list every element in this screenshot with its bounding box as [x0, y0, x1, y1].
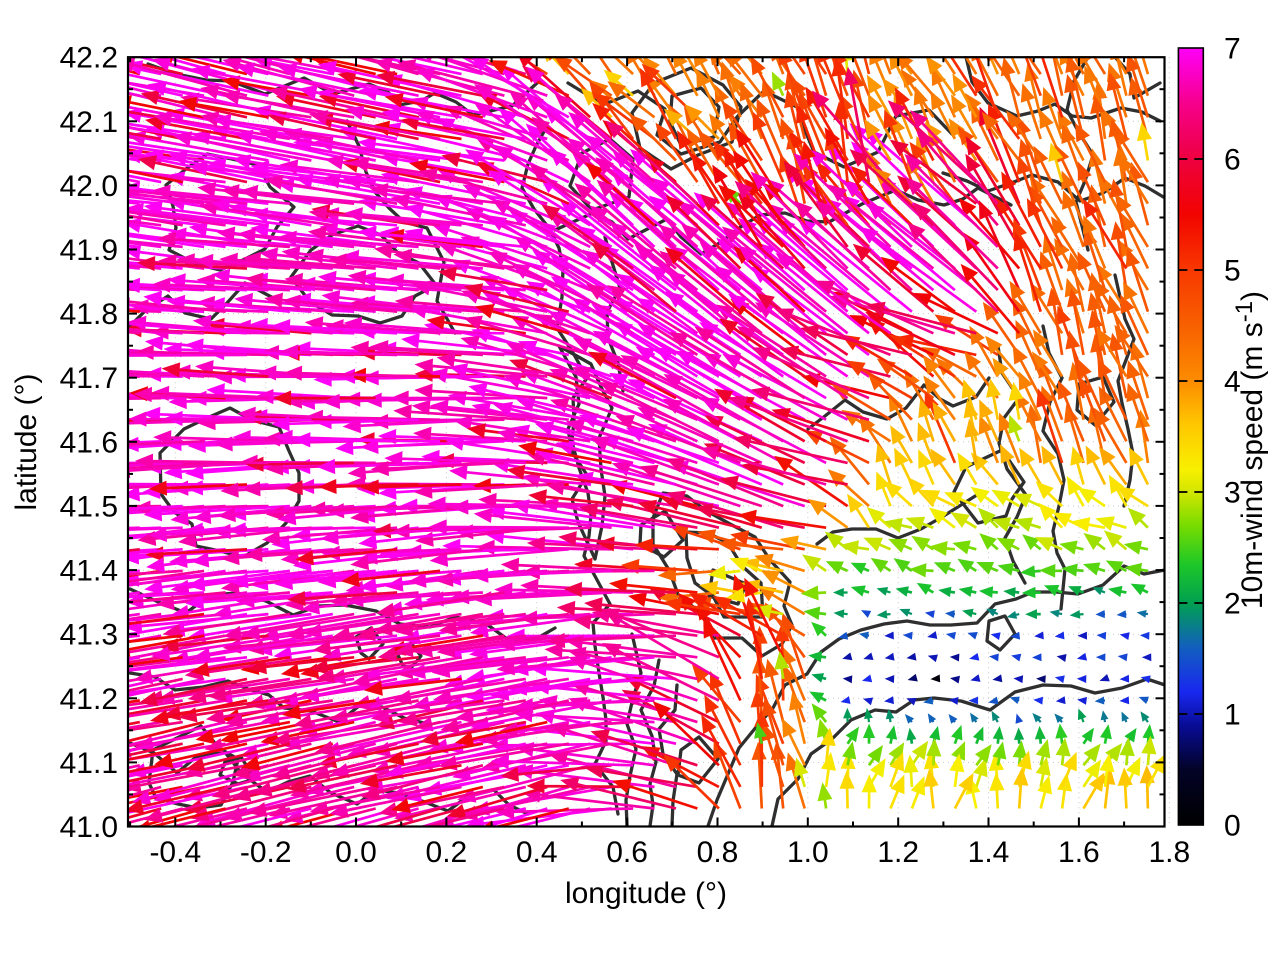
svg-text:1.8: 1.8	[1148, 836, 1190, 869]
svg-text:42.2: 42.2	[60, 42, 118, 75]
svg-text:0.6: 0.6	[606, 836, 648, 869]
svg-text:0.8: 0.8	[697, 836, 739, 869]
svg-text:0.2: 0.2	[426, 836, 468, 869]
svg-text:7: 7	[1224, 33, 1241, 66]
svg-text:6: 6	[1224, 144, 1241, 177]
svg-text:41.6: 41.6	[60, 426, 118, 459]
svg-text:1: 1	[1224, 699, 1241, 732]
svg-text:3: 3	[1224, 477, 1241, 510]
svg-text:5: 5	[1224, 255, 1241, 288]
svg-text:1.0: 1.0	[787, 836, 829, 869]
svg-text:41.0: 41.0	[60, 811, 118, 844]
svg-text:41.9: 41.9	[60, 234, 118, 267]
svg-text:4: 4	[1224, 366, 1241, 399]
svg-text:1.4: 1.4	[968, 836, 1010, 869]
svg-text:0.4: 0.4	[516, 836, 558, 869]
svg-text:41.5: 41.5	[60, 491, 118, 524]
svg-text:0: 0	[1224, 810, 1241, 843]
svg-text:longitude (°): longitude (°)	[565, 877, 727, 910]
svg-text:latitude (°): latitude (°)	[10, 373, 43, 510]
svg-text:1.2: 1.2	[877, 836, 919, 869]
svg-text:0.0: 0.0	[335, 836, 377, 869]
svg-text:41.4: 41.4	[60, 555, 118, 588]
svg-text:42.0: 42.0	[60, 170, 118, 203]
svg-text:41.2: 41.2	[60, 683, 118, 716]
svg-text:41.3: 41.3	[60, 619, 118, 652]
svg-text:42.1: 42.1	[60, 106, 118, 139]
svg-text:41.7: 41.7	[60, 362, 118, 395]
svg-text:41.1: 41.1	[60, 747, 118, 780]
svg-text:-0.2: -0.2	[240, 836, 292, 869]
svg-text:1.6: 1.6	[1058, 836, 1100, 869]
svg-text:10m-wind speed (m s-1): 10m-wind speed (m s-1)	[1231, 291, 1269, 609]
svg-text:-0.4: -0.4	[149, 836, 201, 869]
svg-text:41.8: 41.8	[60, 298, 118, 331]
svg-text:2: 2	[1224, 588, 1241, 621]
